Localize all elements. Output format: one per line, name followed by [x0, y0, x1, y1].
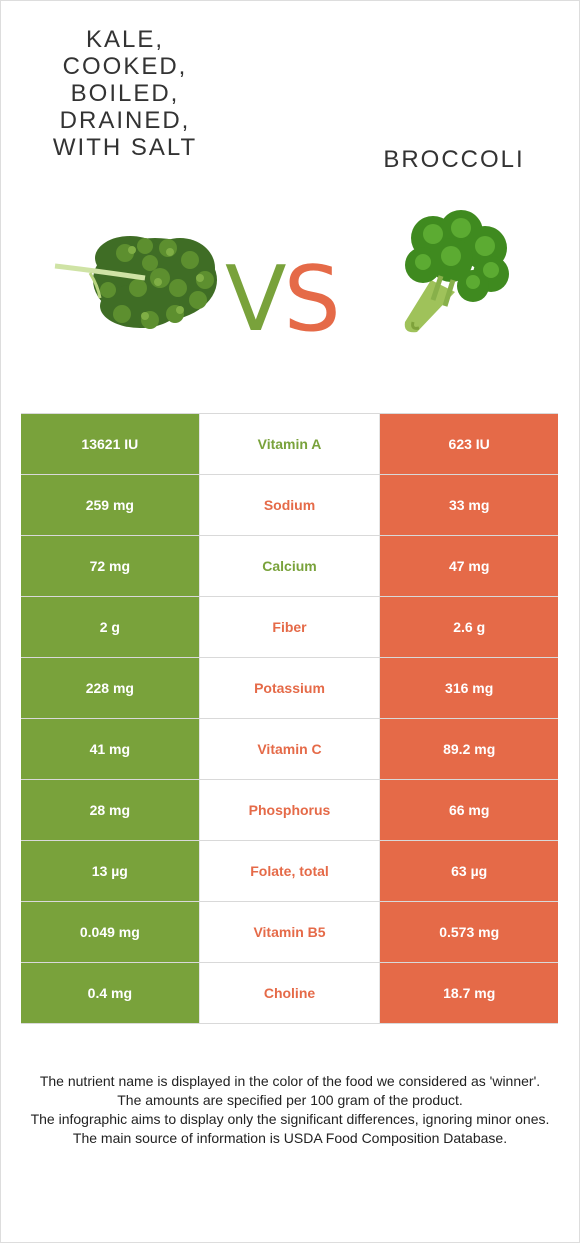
right-value: 0.573 mg: [380, 902, 559, 962]
left-value: 72 mg: [21, 536, 199, 596]
left-value: 0.4 mg: [21, 963, 199, 1023]
table-row: 0.049 mg Vitamin B5 0.573 mg: [21, 902, 559, 963]
table-row: 72 mg Calcium 47 mg: [21, 536, 559, 597]
table-row: 228 mg Potassium 316 mg: [21, 658, 559, 719]
right-value: 316 mg: [380, 658, 559, 718]
nutrient-name: Sodium: [198, 475, 381, 535]
right-food-title: BROCCOLI: [383, 146, 525, 173]
footer-note: The main source of information is USDA F…: [72, 1130, 508, 1146]
left-value: 259 mg: [21, 475, 199, 535]
left-value: 41 mg: [21, 719, 199, 779]
kale-image: [54, 236, 217, 329]
nutrient-name: Choline: [198, 963, 381, 1023]
right-value: 66 mg: [380, 780, 559, 840]
left-value: 13 µg: [21, 841, 199, 901]
table-row: 2 g Fiber 2.6 g: [21, 597, 559, 658]
footer-note: The amounts are specified per 100 gram o…: [117, 1092, 463, 1108]
table-row: 259 mg Sodium 33 mg: [21, 475, 559, 536]
left-value: 228 mg: [21, 658, 199, 718]
nutrient-name: Vitamin C: [198, 719, 381, 779]
right-value: 89.2 mg: [380, 719, 559, 779]
table-row: 13621 IU Vitamin A 623 IU: [21, 413, 559, 475]
table-row: 0.4 mg Choline 18.7 mg: [21, 963, 559, 1024]
right-value: 47 mg: [380, 536, 559, 596]
left-value: 28 mg: [21, 780, 199, 840]
right-value: 18.7 mg: [380, 963, 559, 1023]
nutrient-name: Potassium: [198, 658, 381, 718]
footer-note: The infographic aims to display only the…: [30, 1111, 550, 1127]
nutrient-name: Folate, total: [198, 841, 381, 901]
footer-note: The nutrient name is displayed in the co…: [39, 1073, 541, 1089]
nutrient-name: Fiber: [198, 597, 381, 657]
right-value: 623 IU: [380, 414, 559, 474]
left-value: 13621 IU: [21, 414, 199, 474]
table-row: 28 mg Phosphorus 66 mg: [21, 780, 559, 841]
comparison-table: 13621 IU Vitamin A 623 IU 259 mg Sodium 33 mg…: [21, 413, 559, 1024]
left-food-title: KALE, COOKED, BOILED, DRAINED, WITH SALT: [52, 26, 198, 161]
table-row: 41 mg Vitamin C 89.2 mg: [21, 719, 559, 780]
footer-notes: The nutrient name is displayed in the co…: [20, 1072, 560, 1148]
nutrient-name: Vitamin A: [198, 414, 381, 474]
left-value: 0.049 mg: [21, 902, 199, 962]
right-value: 2.6 g: [380, 597, 559, 657]
broccoli-image: [404, 210, 509, 333]
table-row: 13 µg Folate, total 63 µg: [21, 841, 559, 902]
nutrient-name: Calcium: [198, 536, 381, 596]
right-value: 63 µg: [380, 841, 559, 901]
right-value: 33 mg: [380, 475, 559, 535]
nutrient-name: Phosphorus: [198, 780, 381, 840]
left-value: 2 g: [21, 597, 199, 657]
nutrient-name: Vitamin B5: [198, 902, 381, 962]
vs-label: VS: [225, 247, 341, 352]
